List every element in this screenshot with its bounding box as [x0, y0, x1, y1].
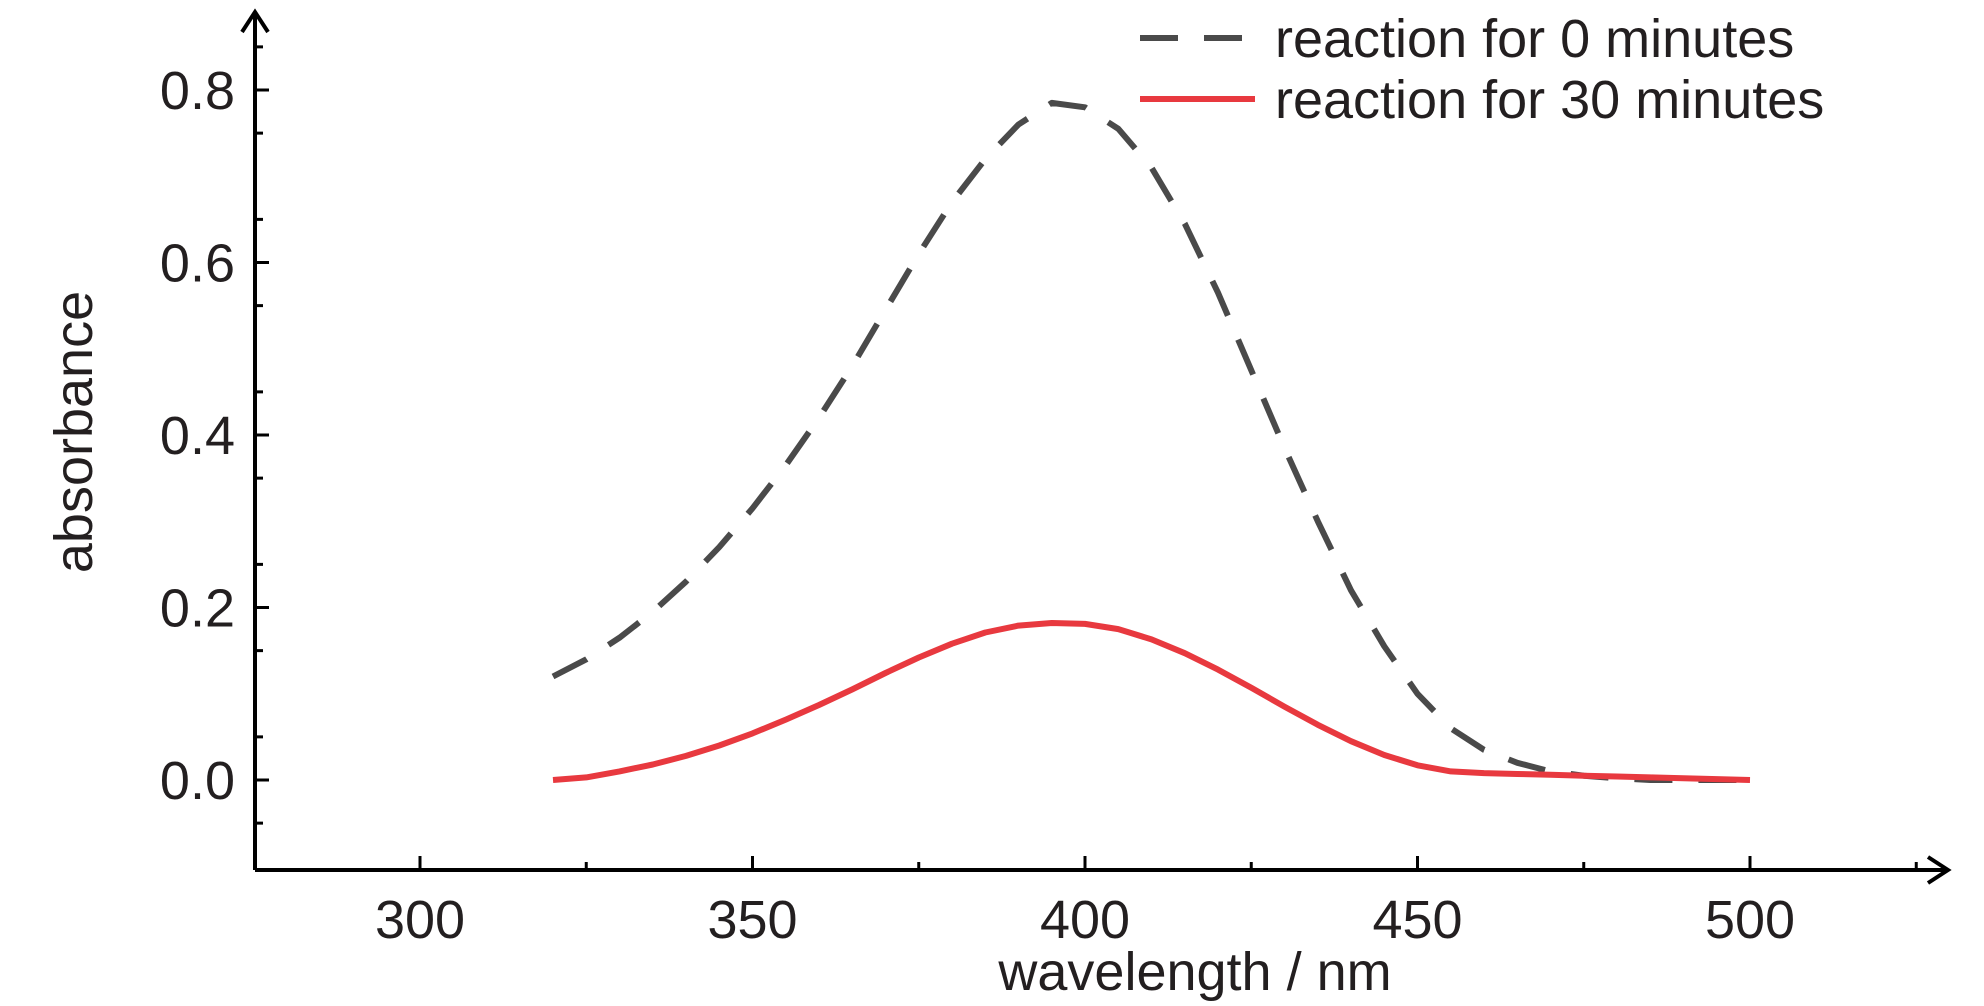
x-tick-label-300: 300: [375, 890, 465, 950]
y-tick-label-0.8: 0.8: [160, 61, 235, 121]
y-tick-label-0.4: 0.4: [160, 406, 235, 466]
plot-area: [551, 99, 1751, 783]
y-tick-label-0: 0.0: [160, 751, 235, 811]
y-tick-label-0.6: 0.6: [160, 234, 235, 294]
y-axis-arrow: [240, 8, 270, 34]
x-tick-label-450: 450: [1372, 890, 1462, 950]
y-axis-title: absorbance: [44, 291, 104, 573]
x-tick-label-400: 400: [1040, 890, 1130, 950]
x-axis-ticks: 300 350 400 450 500: [375, 856, 1918, 950]
legend-label-30-minutes: reaction for 30 minutes: [1275, 70, 1824, 130]
series-line-1: [552, 620, 1751, 783]
x-axis-arrow: [1926, 855, 1952, 885]
legend: reaction for 0 minutes reaction for 30 m…: [1140, 9, 1824, 130]
series-line-0: [551, 99, 1750, 783]
x-axis-title: wavelength / nm: [997, 942, 1391, 1002]
legend-label-0-minutes: reaction for 0 minutes: [1275, 9, 1794, 69]
y-tick-label-0.2: 0.2: [160, 579, 235, 639]
x-tick-label-350: 350: [707, 890, 797, 950]
y-axis-ticks: 0.0 0.2 0.4 0.6 0.8: [160, 45, 269, 825]
axes: [240, 8, 1952, 885]
x-tick-label-500: 500: [1705, 890, 1795, 950]
